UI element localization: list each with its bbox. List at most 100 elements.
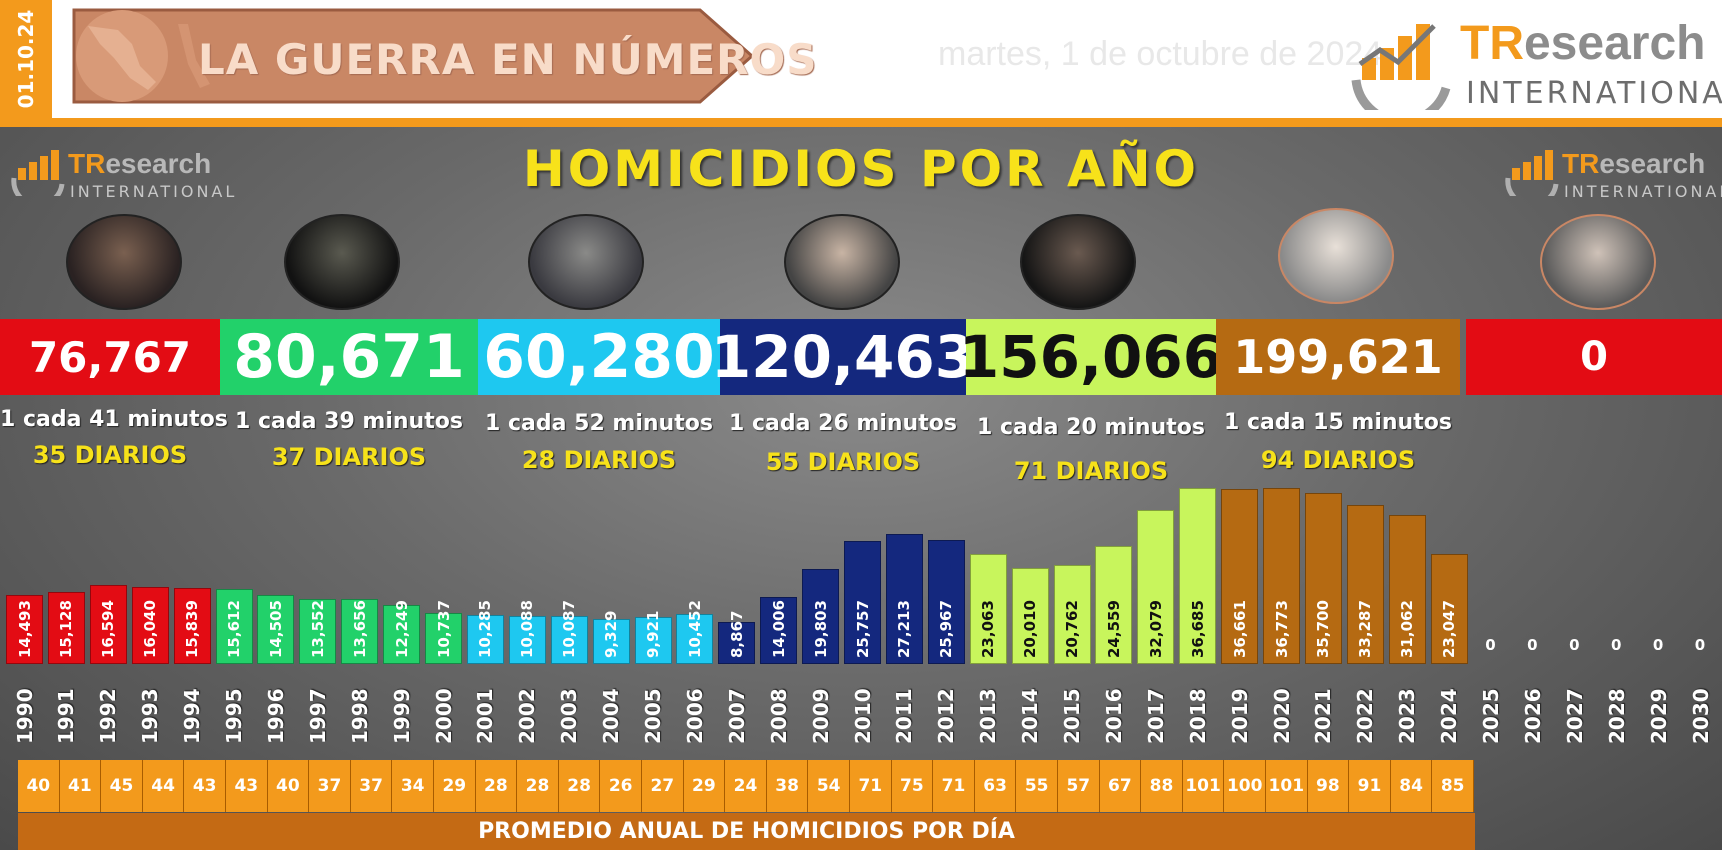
daily-average-cell: 55 (1016, 760, 1058, 812)
period-daily: 94 DIARIOS (1260, 446, 1416, 474)
year-tick-label: 2018 (1185, 688, 1210, 744)
chart-bar (1137, 510, 1175, 664)
chart-bar (6, 594, 43, 664)
date-tab: 01.10.24 (0, 0, 52, 118)
daily-average-cell: 71 (933, 760, 975, 812)
bar-value-label: 16,040 (141, 600, 160, 658)
daily-average-cell: 41 (59, 760, 102, 812)
year-tick-label: 2013 (976, 688, 1001, 744)
bar-value-label: 10,285 (476, 600, 495, 658)
brand-logo-left: TResearch INTERNATIONAL (8, 148, 234, 208)
brand-logo-right: TResearch INTERNATIONAL (1502, 148, 1722, 208)
portrait-avatar (784, 214, 900, 310)
period-total: 80,671 (220, 319, 478, 395)
chart-bar (927, 539, 965, 664)
brand-mark-icon (1351, 24, 1451, 110)
portrait-avatar (1540, 214, 1656, 310)
chart-bar (844, 540, 881, 664)
period-rate: 1 cada 26 minutos (729, 411, 957, 436)
bar-value-label: 13,552 (308, 600, 327, 658)
year-tick-label: 2002 (515, 688, 540, 744)
bar-value-label: 25,757 (853, 600, 872, 658)
period-daily: 55 DIARIOS (765, 448, 921, 476)
bar-value-label: 0 (1610, 636, 1622, 654)
bar-value-label: 10,452 (685, 600, 704, 658)
chart-bar (969, 553, 1007, 664)
year-tick-label: 2015 (1060, 688, 1084, 744)
year-tick-label: 1992 (96, 688, 121, 744)
daily-average-cell: 29 (434, 760, 476, 812)
daily-average-cell: 84 (1390, 760, 1433, 812)
daily-average-cell: 75 (891, 760, 934, 812)
daily-average-cell: 44 (142, 760, 185, 812)
chart-bar (215, 589, 253, 664)
bar-value-label: 23,063 (979, 600, 998, 658)
year-tick-label: 2030 (1688, 688, 1713, 744)
year-tick-label: 1994 (180, 688, 205, 744)
year-tick-label: 2028 (1604, 688, 1629, 744)
daily-average-cell: 63 (974, 760, 1017, 812)
period-total: 60,280 (478, 319, 720, 395)
period-rate: 1 cada 15 minutos (1224, 410, 1452, 435)
period-total: 76,767 (0, 319, 220, 395)
bar-value-label: 36,685 (1188, 600, 1207, 658)
bar-value-label: 15,839 (183, 600, 202, 658)
date-tab-label: 01.10.24 (14, 9, 38, 109)
bar-value-label: 14,493 (15, 600, 34, 658)
period-rate: 1 cada 52 minutos (485, 411, 713, 436)
title-banner (72, 8, 755, 104)
bar-value-label: 12,249 (392, 600, 411, 658)
bar-value-label: 31,062 (1398, 600, 1417, 658)
chart-bar (760, 596, 798, 664)
daily-average-cell: 28 (475, 760, 518, 812)
year-tick-label: 2026 (1520, 688, 1545, 744)
daily-average-cell: 67 (1099, 760, 1142, 812)
chart-bar (508, 615, 546, 664)
bar-value-label: 15,612 (225, 600, 243, 658)
year-tick-label: 2027 (1562, 688, 1587, 744)
bar-value-label: 16,594 (99, 600, 118, 658)
bar-value-label: 10,737 (434, 600, 453, 658)
year-tick-label: 2019 (1227, 688, 1252, 744)
period-daily: 37 DIARIOS (271, 443, 427, 471)
period-total: 199,621 (1216, 319, 1460, 395)
year-tick-label: 2000 (431, 688, 456, 744)
year-tick-label: 2003 (557, 688, 582, 744)
daily-average-cell: 26 (600, 760, 642, 812)
bar-value-label: 0 (1694, 636, 1706, 654)
year-tick-label: 2009 (808, 688, 833, 744)
daily-average-cell: 29 (683, 760, 726, 812)
year-tick-label: 2024 (1437, 688, 1462, 744)
daily-average-cell: 100 (1224, 760, 1266, 812)
bar-value-label: 33,287 (1356, 600, 1375, 658)
chart-bar (718, 621, 756, 664)
publication-date: martes, 1 de octubre de 2024 (938, 35, 1383, 73)
period-daily: 71 DIARIOS (1013, 457, 1169, 485)
bar-value-label: 24,559 (1104, 600, 1123, 658)
daily-average-cell: 71 (850, 760, 892, 812)
daily-average-cell: 27 (642, 760, 684, 812)
year-tick-label: 2017 (1143, 688, 1168, 744)
year-tick-label: 2010 (850, 688, 875, 744)
chart-bar (676, 613, 714, 664)
year-tick-label: 1995 (222, 688, 246, 744)
year-tick-label: 1997 (305, 688, 330, 744)
bar-value-label: 0 (1527, 636, 1538, 654)
chart-bar (47, 591, 85, 664)
bar-value-label: 36,773 (1272, 600, 1291, 658)
year-tick-label: 2022 (1353, 688, 1378, 744)
chart-bar (802, 569, 840, 664)
daily-average-cell: 43 (226, 760, 268, 812)
year-tick-label: 2005 (641, 688, 665, 744)
period-daily: 35 DIARIOS (32, 441, 188, 469)
chart-bar (1346, 504, 1384, 664)
chart-bar (634, 616, 672, 664)
year-tick-label: 2020 (1269, 688, 1294, 744)
daily-average-cell: 38 (766, 760, 809, 812)
period-rate: 1 cada 20 minutos (977, 415, 1205, 440)
chart-bar (1179, 488, 1217, 664)
daily-average-cell: 45 (101, 760, 143, 812)
bar-value-label: 10,088 (518, 600, 537, 658)
bar-value-label: 0 (1569, 636, 1580, 654)
